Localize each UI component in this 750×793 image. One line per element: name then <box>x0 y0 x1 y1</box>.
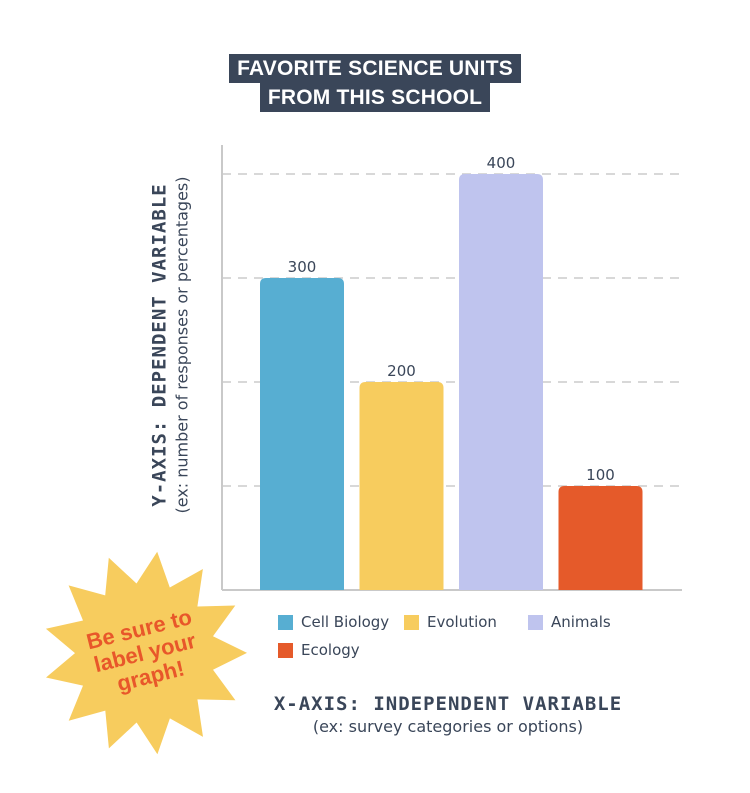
chart-title: FAVORITE SCIENCE UNITS FROM THIS SCHOOL <box>0 54 750 112</box>
starburst-callout <box>45 551 248 755</box>
legend-item-animals: Animals <box>528 613 658 631</box>
x-axis-label: X-AXIS: INDEPENDENT VARIABLE <box>273 693 623 715</box>
bar-chart: 300 200 400 100 <box>221 145 682 591</box>
starburst-shape <box>45 551 248 755</box>
legend-swatch <box>278 642 293 658</box>
data-label: 200 <box>387 362 416 380</box>
legend-swatch <box>278 614 293 630</box>
legend-label: Cell Biology <box>301 613 390 631</box>
data-label: 100 <box>586 466 615 484</box>
x-axis-sublabel: (ex: survey categories or options) <box>312 717 584 736</box>
bar-ecology <box>558 486 643 590</box>
chart-title-line-1: FAVORITE SCIENCE UNITS <box>229 54 521 83</box>
legend-item-evolution: Evolution <box>404 613 528 631</box>
bar-animals <box>459 174 543 590</box>
bar-cell-biology <box>260 278 344 590</box>
data-label: 400 <box>487 154 516 172</box>
legend-label: Animals <box>551 613 611 631</box>
legend-label: Evolution <box>427 613 497 631</box>
legend-item-ecology: Ecology <box>278 641 404 659</box>
bar-evolution <box>359 382 444 590</box>
chart-legend: Cell Biology Evolution Animals Ecology <box>278 613 658 659</box>
data-label: 300 <box>288 258 317 276</box>
legend-item-cell-biology: Cell Biology <box>278 613 404 631</box>
legend-swatch <box>404 614 419 630</box>
x-axis-title: X-AXIS: INDEPENDENT VARIABLE (ex: survey… <box>274 693 622 736</box>
legend-label: Ecology <box>301 641 360 659</box>
chart-title-line-2: FROM THIS SCHOOL <box>259 83 491 112</box>
legend-swatch <box>528 614 543 630</box>
